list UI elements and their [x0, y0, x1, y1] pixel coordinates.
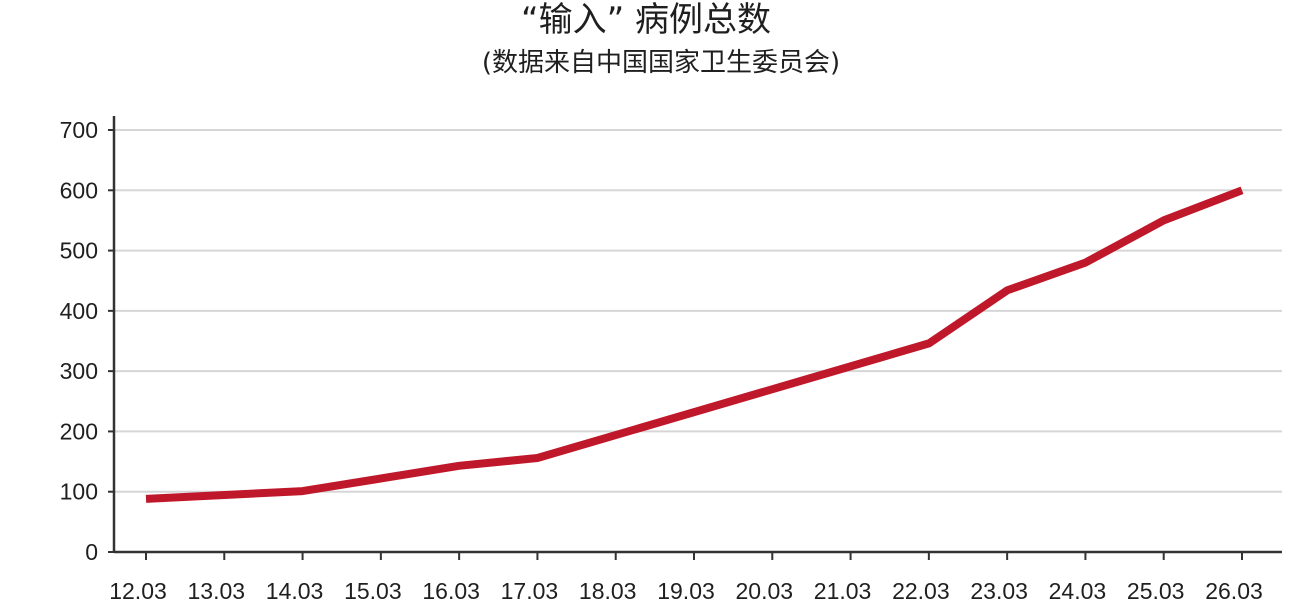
- x-tick-label: 15.03: [344, 578, 402, 604]
- x-axis-ticks: 12.03 13.03 14.03 15.03 16.03 17.03 18.03 19.03…: [109, 552, 1263, 604]
- x-tick-label: 24.03: [1049, 578, 1107, 604]
- chart-subtitle: (数据来自中国国家卫生委员会): [481, 48, 841, 78]
- x-tick-label: 19.03: [657, 578, 715, 604]
- y-tick-label: 400: [60, 298, 98, 324]
- y-tick-label: 500: [60, 238, 98, 264]
- x-tick-label: 20.03: [736, 578, 794, 604]
- x-tick-label: 22.03: [892, 578, 950, 604]
- x-tick-label: 26.03: [1205, 578, 1263, 604]
- x-tick-label: 16.03: [422, 578, 480, 604]
- x-tick-label: 17.03: [501, 578, 559, 604]
- series-group: [145, 186, 1244, 503]
- x-tick-label: 14.03: [266, 578, 324, 604]
- chart-title: “输入” 病例总数: [520, 0, 772, 40]
- y-tick-label: 100: [60, 479, 98, 505]
- x-tick-label: 13.03: [188, 578, 246, 604]
- y-tick-label: 0: [85, 539, 98, 565]
- y-axis-ticks: 0 100 200 300 400 500 600 700: [60, 117, 114, 565]
- x-tick-label: 25.03: [1127, 578, 1185, 604]
- y-tick-label: 600: [60, 177, 98, 203]
- x-tick-label: 12.03: [109, 578, 167, 604]
- x-tick-label: 18.03: [579, 578, 637, 604]
- y-tick-label: 200: [60, 418, 98, 444]
- y-tick-label: 700: [60, 117, 98, 143]
- grid-lines: [114, 129, 1282, 493]
- y-tick-label: 300: [60, 358, 98, 384]
- series-line: [145, 186, 1244, 503]
- x-tick-label: 23.03: [970, 578, 1028, 604]
- axes: [112, 116, 1282, 554]
- x-tick-label: 21.03: [814, 578, 872, 604]
